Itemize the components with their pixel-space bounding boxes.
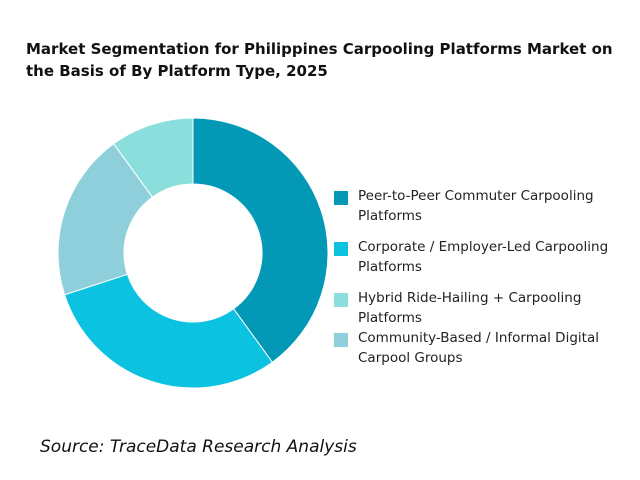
legend-swatch <box>334 191 348 205</box>
donut-slice-3 <box>57 143 154 296</box>
legend-label: Corporate / Employer-Led Carpooling Plat… <box>358 239 609 275</box>
legend-label: Community-Based / Informal Digital Carpo… <box>358 330 599 366</box>
legend-label: Hybrid Ride-Hailing + Carpooling Platfor… <box>358 290 582 326</box>
donut-slice-2 <box>112 117 194 198</box>
source-note: Source: TraceData Research Analysis <box>40 437 357 457</box>
donut-slice-0 <box>192 117 329 363</box>
legend-swatch <box>334 242 348 256</box>
chart-title: Market Segmentation for Philippines Carp… <box>26 40 613 80</box>
legend-label: Peer-to-Peer Commuter Carpooling Platfor… <box>358 188 594 224</box>
legend-swatch <box>334 333 348 347</box>
legend-swatch <box>334 293 348 307</box>
donut-slice-1 <box>63 273 274 389</box>
